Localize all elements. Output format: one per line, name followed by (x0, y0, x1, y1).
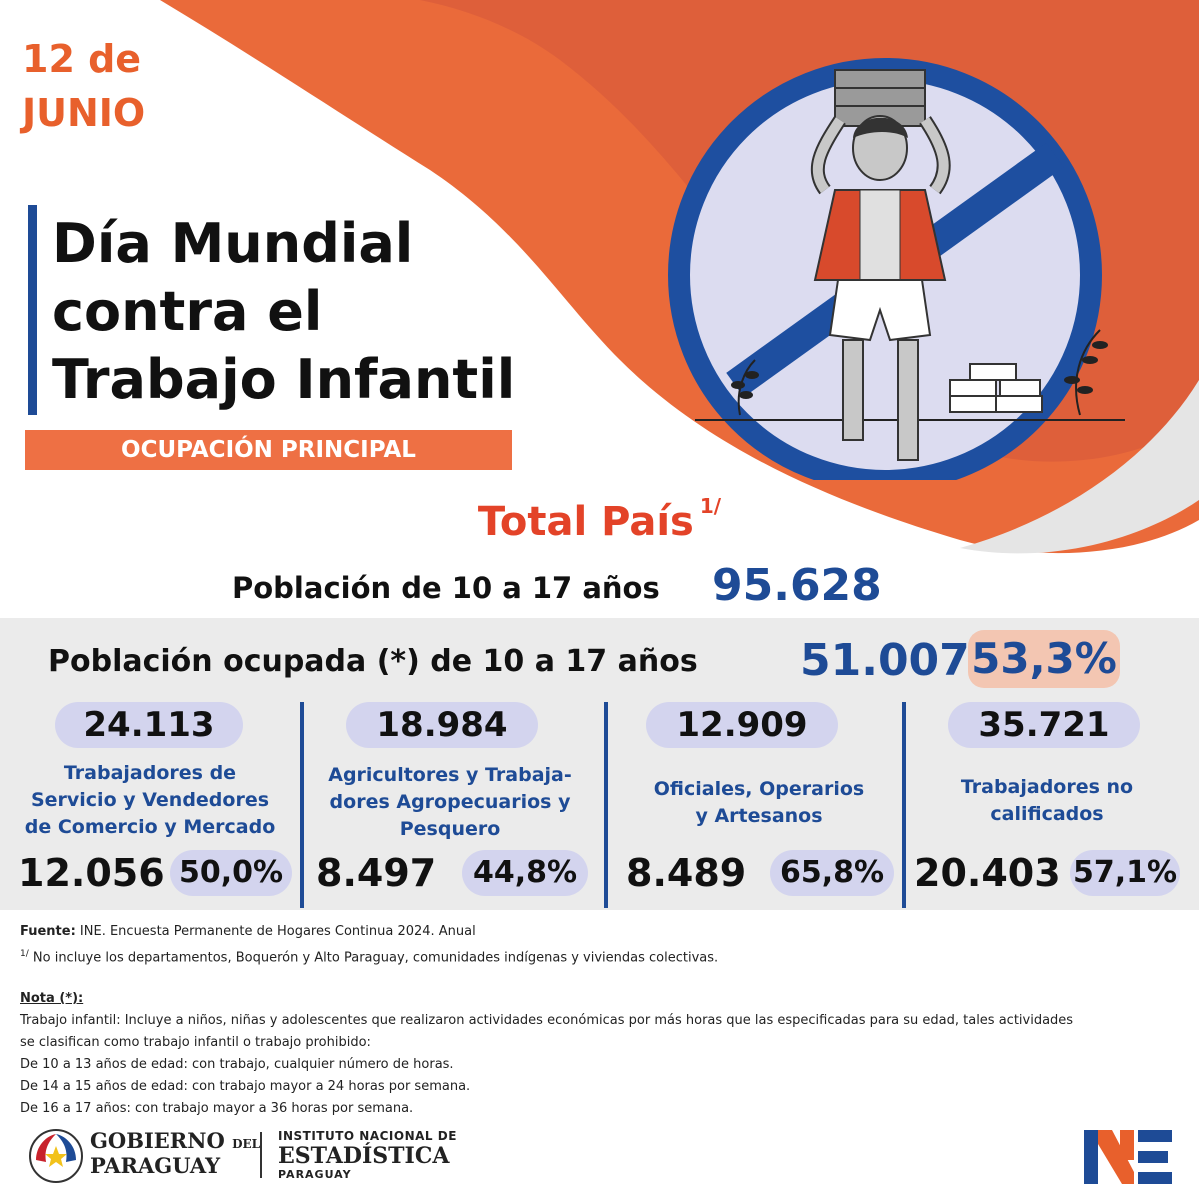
category-label-line: y Artesanos (695, 805, 823, 827)
category-percent: 44,8% (462, 850, 588, 896)
source-text: INE. Encuesta Permanente de Hogares Cont… (75, 924, 476, 939)
category-count: 8.497 (316, 851, 437, 895)
category-total: 24.113 (55, 702, 243, 748)
gov-line-2: PARAGUAY (90, 1153, 221, 1178)
category-percent: 57,1% (1070, 850, 1180, 896)
category-label: Agricultores y Trabaja- dores Agropecuar… (304, 762, 596, 843)
title-line-2: contra el (52, 280, 323, 343)
title-line-1: Día Mundial (52, 212, 414, 275)
date-day: 12 de (22, 37, 142, 81)
category-label-line: Servicio y Vendedores (30, 789, 270, 811)
column-divider (300, 702, 304, 908)
category-total: 18.984 (346, 702, 538, 748)
occupied-percent: 53,3% (968, 630, 1120, 688)
category-total: 35.721 (948, 702, 1140, 748)
source-notes: Fuente: INE. Encuesta Permanente de Hoga… (20, 921, 718, 969)
note-line: Trabajo infantil: Incluye a niños, niñas… (20, 1013, 1074, 1028)
footnote-line: 1/ No incluye los departamentos, Boqueró… (20, 943, 718, 969)
logo-separator (260, 1132, 262, 1178)
category-label: Trabajadores de Servicio y Vendedores de… (0, 760, 300, 841)
title-accent-bar (28, 205, 37, 415)
date: 12 de JUNIO (22, 32, 145, 140)
note-line: De 10 a 13 años de edad: con trabajo, cu… (20, 1057, 454, 1072)
ine-logo-icon (1084, 1130, 1172, 1184)
category-count: 8.489 (626, 851, 747, 895)
category-label-line: Trabajadores no (960, 776, 1134, 798)
source-line: Fuente: INE. Encuesta Permanente de Hoga… (20, 921, 718, 943)
total-heading: Total País 1/ (0, 494, 1199, 545)
category-percent: 65,8% (770, 850, 894, 896)
ine-line-2: ESTADÍSTICA (278, 1143, 450, 1169)
category-label-line: Agricultores y Trabaja- (328, 764, 572, 786)
section-banner: OCUPACIÓN PRINCIPAL (25, 430, 512, 470)
population-value: 95.628 (712, 560, 882, 611)
note-line: De 16 a 17 años: con trabajo mayor a 36 … (20, 1101, 414, 1116)
category-column: 18.984 Agricultores y Trabaja- dores Agr… (304, 700, 604, 910)
source-label: Fuente: (20, 924, 76, 939)
category-column: 35.721 Trabajadores no calificados 20.40… (906, 700, 1199, 910)
government-name: GOBIERNO DEL PARAGUAY (90, 1130, 260, 1177)
note-line: De 14 a 15 años de edad: con trabajo may… (20, 1079, 471, 1094)
category-label-line: Pesquero (399, 818, 501, 840)
category-label: Oficiales, Operarios y Artesanos (608, 776, 910, 830)
ine-name: INSTITUTO NACIONAL DE ESTADÍSTICA PARAGU… (278, 1128, 457, 1182)
column-divider (604, 702, 608, 908)
category-label-line: Trabajadores de (63, 762, 237, 784)
footnote-text: No incluye los departamentos, Boquerón y… (28, 950, 719, 966)
category-label-line: de Comercio y Mercado (24, 816, 276, 838)
category-label-line: Oficiales, Operarios (653, 778, 865, 800)
category-label: Trabajadores no calificados (906, 774, 1188, 828)
note-section: Nota (*): Trabajo infantil: Incluye a ni… (20, 988, 1180, 1120)
population-label: Población de 10 a 17 años (232, 571, 660, 605)
category-label-line: calificados (990, 803, 1104, 825)
note-line: se clasifican como trabajo infantil o tr… (20, 1035, 371, 1050)
paraguay-seal-icon (29, 1129, 83, 1183)
ine-line-3: PARAGUAY (278, 1168, 352, 1181)
category-count: 12.056 (18, 851, 165, 895)
category-count: 20.403 (914, 851, 1061, 895)
category-percent: 50,0% (170, 850, 292, 896)
date-month: JUNIO (22, 91, 146, 135)
occupied-label: Población ocupada (*) de 10 a 17 años (48, 644, 698, 679)
column-divider (902, 702, 906, 908)
category-label-line: dores Agropecuarios y (329, 791, 571, 813)
footnote-mark: 1/ (20, 949, 29, 959)
total-label: Total País (477, 499, 694, 545)
no-child-labor-illustration (668, 58, 1125, 480)
gov-line-1: GOBIERNO (90, 1128, 225, 1153)
category-column: 12.909 Oficiales, Operarios y Artesanos … (608, 700, 902, 910)
category-total: 12.909 (646, 702, 838, 748)
gov-del: DEL (232, 1137, 261, 1151)
note-title: Nota (*): (20, 991, 84, 1006)
page-title: Día Mundial contra el Trabajo Infantil (52, 210, 515, 414)
total-footnote-mark: 1/ (699, 494, 722, 518)
category-column: 24.113 Trabajadores de Servicio y Vended… (0, 700, 300, 910)
ine-line-1: INSTITUTO NACIONAL DE (278, 1129, 457, 1143)
occupied-value: 51.007 (800, 635, 970, 686)
title-line-3: Trabajo Infantil (52, 348, 516, 411)
